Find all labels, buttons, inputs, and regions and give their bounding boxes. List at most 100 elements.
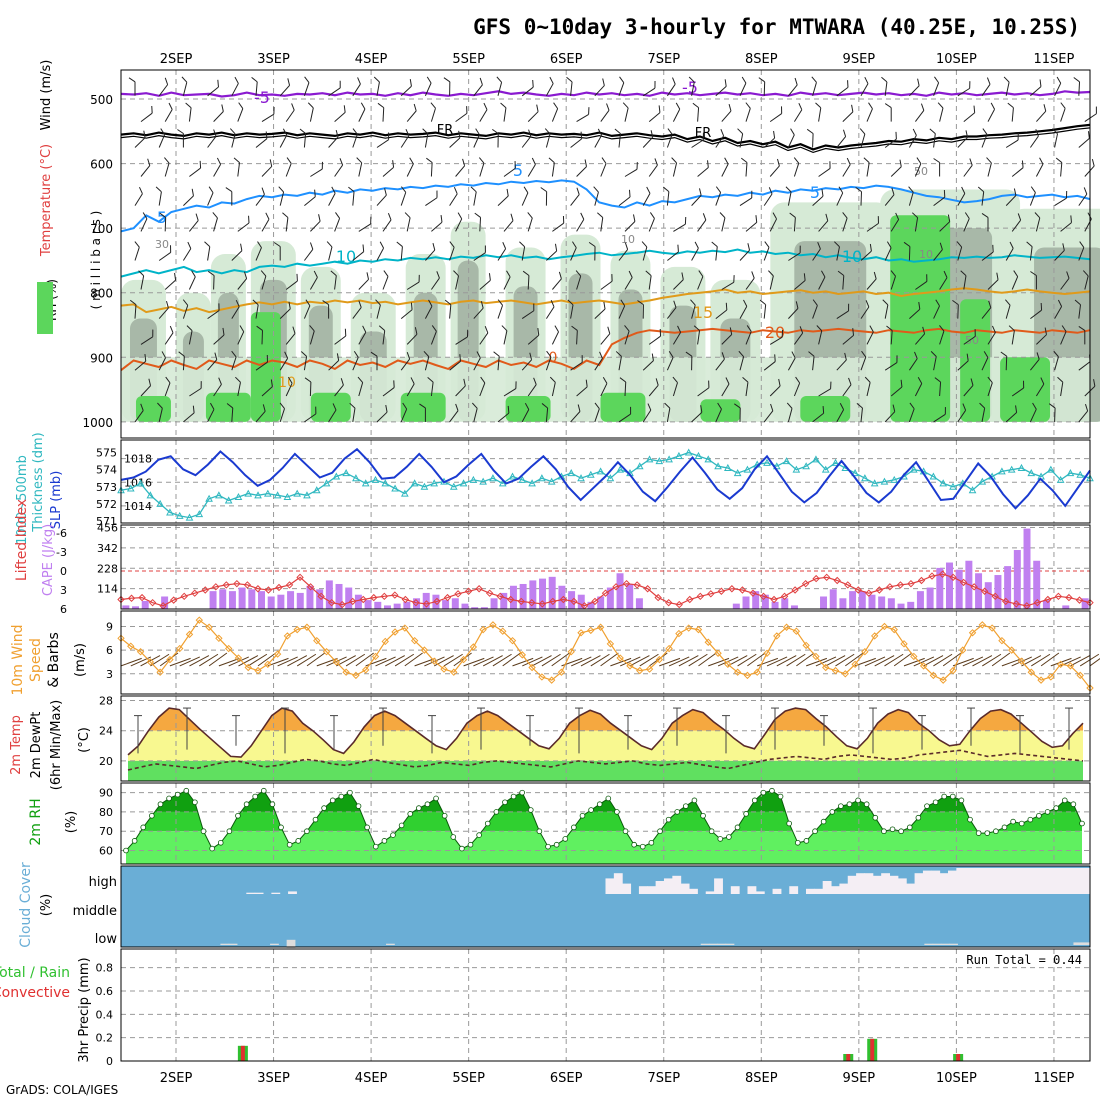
wind-barb [566,188,582,206]
wind-barb-shaft [722,111,731,122]
wind-barb [742,215,760,231]
li-tick-label: 0 [60,565,67,578]
wind-barb-flag [326,242,333,247]
wind-barb-flag [341,105,348,112]
wind-barb-flag [601,302,608,309]
wind-barb [766,159,782,177]
wind-barb-flag [137,187,144,194]
rh-marker [1011,819,1016,824]
wind-barb-shaft [625,222,635,232]
wind-barb [330,158,345,176]
rh-marker [675,810,680,815]
wind-barb-shaft [740,198,752,206]
day-label-bottom: 7SEP [647,1071,680,1086]
wind-tick-label: 6 [106,644,113,657]
wind-barb-shaft [238,223,249,231]
wind-barb-flag [204,242,211,247]
wind-barb [540,187,546,205]
wind-barb-flag [579,213,586,220]
cloud-low-bar [717,944,726,945]
wind-barb [160,103,174,122]
rh-marker [132,838,137,843]
wind-barb-flag [289,103,296,110]
wind-barb-shaft [504,221,513,232]
wind-barb [259,107,277,122]
cloud-high-bar [898,878,907,894]
rh-fill-group [126,783,1082,864]
cloud-high-bar [973,868,982,894]
wind-barb [590,129,604,148]
wind-barb-flag [493,352,499,357]
wind-barb-shaft [189,168,200,176]
wind-barb [209,104,226,121]
wind-barb-flag [1090,159,1097,166]
rh-marker [813,829,818,834]
day-label-bottom: 10SEP [936,1071,977,1086]
wind-barb [621,214,638,231]
credit-label: GrADS: COLA/IGES [6,1083,118,1097]
wind-barb [234,216,252,232]
wind-barb-shaft [522,136,531,147]
cloud-high-bar [923,871,932,894]
cloud-high-bar [981,868,990,894]
wind-barb [839,105,856,122]
cape-bar [500,593,507,609]
temp-axis-label-a: 2m Temp [9,715,24,775]
wind-barb-shaft [304,249,312,260]
wind-barb-flag [893,132,900,139]
wind-barb [153,187,162,206]
wind-barb-flag [355,77,362,84]
rh-tick-label: 60 [99,845,113,858]
rh-marker [442,813,447,818]
wind-barb [523,158,537,177]
precip-convective-bar [241,1046,245,1061]
wind-barb [377,271,389,290]
wind-axis-label-c: & Barbs [46,632,62,688]
upper-air-panel: 5006007008009001000-5-5FRFR5551010152050… [37,60,1100,438]
cloud-level-label: middle [73,904,117,919]
wind-barb-shaft [383,220,391,231]
wind-barb-flag [396,242,402,247]
rh-marker [615,810,620,815]
wind-barb-shaft [456,166,465,177]
wind-barb-shaft [522,193,528,206]
cape-bar [462,604,469,609]
rh-tick-label: 70 [99,825,113,838]
precip-legend-total: Total / Rain [0,965,70,981]
wind-barb-flag [145,159,152,166]
rh-marker [261,788,266,793]
wind-barb-shaft [601,164,606,177]
cloud-high-bar [689,889,698,894]
wind-barb [208,158,222,177]
wind-barb-flag [719,213,726,218]
chart-title: GFS 0~10day 3-hourly for MTWARA (40.25E,… [473,15,1080,39]
wind-barb-flag [185,103,191,108]
wind-barb [645,105,663,121]
wind-barb-shaft [698,220,706,231]
wind-barb [595,158,607,177]
wind-barb [130,187,145,205]
cloud-high-bar [940,873,949,894]
wind-barb-flag [1082,187,1089,194]
cape-bar [520,584,527,609]
wind-barb-shaft [619,197,630,206]
wind-barb [546,158,554,177]
cape-bar [326,580,333,609]
wind-barb [372,242,386,261]
cape-bar [868,595,875,609]
wind-barb-shaft [861,134,865,147]
panel-frame [121,949,1090,1061]
wind-barb-shaft [764,194,772,206]
wind-barb [740,158,747,176]
cape-bar [830,589,837,609]
wind-barb-flag [723,158,730,164]
wind-barb-flag [430,103,437,109]
wind-barb-flag [737,129,744,134]
wind-barb-shaft [377,248,384,260]
rh-marker [718,837,723,842]
wind-barb-flag [811,77,818,82]
wind-barb [692,103,699,121]
wind-barb [427,215,445,231]
